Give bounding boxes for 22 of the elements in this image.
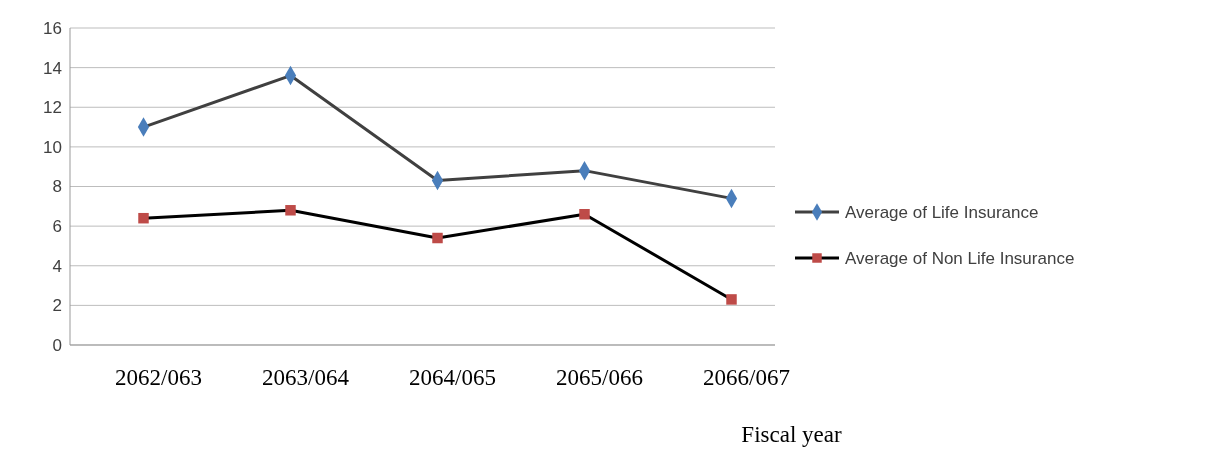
legend-label: Average of Life Insurance [845,202,1039,222]
x-tick-label: 2063/064 [262,365,350,390]
x-tick-label: 2062/063 [115,365,202,390]
y-tick-label: 8 [52,177,62,197]
point [285,205,296,216]
y-tick-label: 2 [52,296,62,316]
x-axis-title: Fiscal year [741,422,842,447]
point [138,212,149,224]
point [726,294,737,305]
point [579,208,590,220]
y-tick-label: 12 [43,98,62,118]
x-tick-label: 2066/067 [703,365,790,390]
y-tick-label: 4 [52,256,62,276]
x-tick-label: 2065/066 [556,365,643,390]
y-tick-label: 16 [43,18,62,38]
legend-label: Average of Non Life Insurance [845,248,1075,268]
x-tick-label: 2064/065 [409,365,496,390]
y-tick-label: 14 [43,58,62,78]
y-tick-label: 10 [43,137,62,157]
y-tick-label: 6 [52,217,62,237]
y-tick-label: 0 [52,335,62,355]
point [432,232,443,244]
